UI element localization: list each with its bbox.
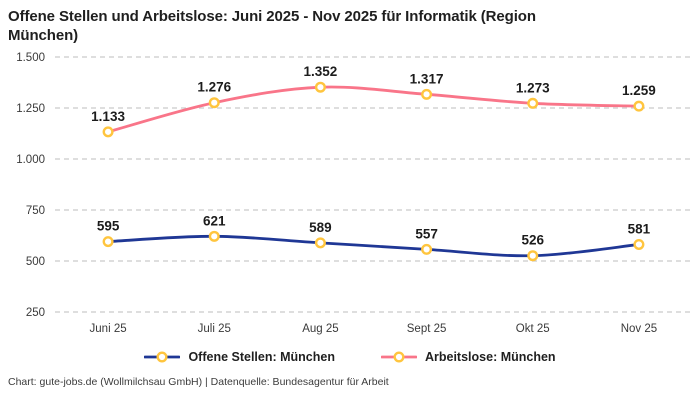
data-point-marker	[208, 230, 220, 242]
data-point-label: 1.317	[410, 71, 444, 86]
data-point-marker	[421, 243, 433, 255]
data-point-label: 557	[415, 226, 438, 241]
data-point-marker	[102, 126, 114, 138]
x-axis-tick-label: Okt 25	[516, 323, 550, 335]
data-point-label: 1.273	[516, 80, 550, 95]
data-point-marker	[527, 97, 539, 109]
data-point-label: 589	[309, 220, 332, 235]
x-axis-tick-label: Sept 25	[407, 323, 447, 335]
data-point-label: 595	[97, 219, 120, 234]
data-point-marker	[421, 88, 433, 100]
series-line	[106, 85, 641, 134]
x-axis-tick-label: Nov 25	[621, 323, 657, 335]
source-attribution: Chart: gute-jobs.de (Wollmilchsau GmbH) …	[8, 376, 389, 389]
data-point-label: 621	[203, 213, 226, 228]
data-point-marker	[633, 100, 645, 112]
legend-label: Offene Stellen: München	[188, 350, 335, 365]
data-point-label: 581	[628, 222, 651, 237]
data-point-label: 526	[521, 233, 544, 248]
legend-item-offene-stellen: Offene Stellen: München	[144, 350, 335, 364]
data-point-marker	[527, 250, 539, 262]
data-point-label: 1.259	[622, 83, 656, 98]
data-point-marker	[633, 239, 645, 251]
legend-item-arbeitslose: Arbeitslose: München	[380, 350, 556, 365]
y-axis-tick-label: 500	[26, 256, 45, 268]
y-axis-tick-label: 750	[26, 205, 45, 217]
data-point-marker	[208, 97, 220, 109]
chart-title: Offene Stellen und Arbeitslose: Juni 202…	[8, 8, 536, 45]
y-axis-tick-label: 1.500	[16, 52, 45, 64]
series-line	[106, 235, 641, 258]
line-chart: 250 500 750 1.000 1.250 1.500 Juni 25 Juli 25 Au…	[16, 52, 692, 335]
data-point-label: 1.352	[304, 64, 338, 79]
x-axis-tick-label: Aug 25	[302, 323, 338, 335]
legend-label: Arbeitslose: München	[424, 350, 556, 365]
data-point-label: 1.276	[197, 80, 231, 95]
y-axis-tick-label: 1.250	[16, 103, 45, 115]
y-axis-tick-label: 250	[26, 307, 45, 319]
y-axis-tick-label: 1.000	[16, 154, 45, 166]
x-axis-tick-label: Juli 25	[198, 323, 231, 335]
data-point-marker	[314, 81, 326, 93]
data-point-marker	[314, 237, 326, 249]
x-axis-tick-label: Juni 25	[90, 323, 127, 335]
legend-line-marker-icon	[144, 351, 181, 363]
chart-legend: Offene Stellen: München Arbeitslose: Mün…	[0, 345, 700, 369]
data-point-marker	[102, 236, 114, 248]
data-point-label: 1.133	[91, 109, 125, 124]
legend-line-marker-icon	[380, 351, 417, 363]
